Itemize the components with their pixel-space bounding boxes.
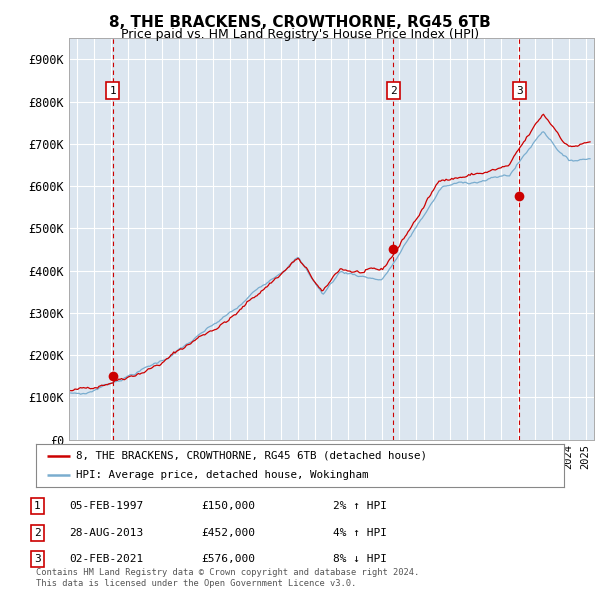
Text: 02-FEB-2021: 02-FEB-2021 <box>69 555 143 564</box>
Text: 1: 1 <box>34 502 41 511</box>
Text: 8% ↓ HPI: 8% ↓ HPI <box>333 555 387 564</box>
Text: 1: 1 <box>109 86 116 96</box>
Text: HPI: Average price, detached house, Wokingham: HPI: Average price, detached house, Woki… <box>76 470 368 480</box>
Text: 4% ↑ HPI: 4% ↑ HPI <box>333 528 387 537</box>
Text: 2: 2 <box>390 86 397 96</box>
Text: 2% ↑ HPI: 2% ↑ HPI <box>333 502 387 511</box>
Text: £576,000: £576,000 <box>201 555 255 564</box>
Text: £150,000: £150,000 <box>201 502 255 511</box>
Text: 3: 3 <box>34 555 41 564</box>
Text: £452,000: £452,000 <box>201 528 255 537</box>
Text: 2: 2 <box>34 528 41 537</box>
Text: 8, THE BRACKENS, CROWTHORNE, RG45 6TB: 8, THE BRACKENS, CROWTHORNE, RG45 6TB <box>109 15 491 30</box>
Text: Price paid vs. HM Land Registry's House Price Index (HPI): Price paid vs. HM Land Registry's House … <box>121 28 479 41</box>
Text: 3: 3 <box>516 86 523 96</box>
Text: Contains HM Land Registry data © Crown copyright and database right 2024.
This d: Contains HM Land Registry data © Crown c… <box>36 568 419 588</box>
Text: 8, THE BRACKENS, CROWTHORNE, RG45 6TB (detached house): 8, THE BRACKENS, CROWTHORNE, RG45 6TB (d… <box>76 451 427 461</box>
Text: 28-AUG-2013: 28-AUG-2013 <box>69 528 143 537</box>
Text: 05-FEB-1997: 05-FEB-1997 <box>69 502 143 511</box>
